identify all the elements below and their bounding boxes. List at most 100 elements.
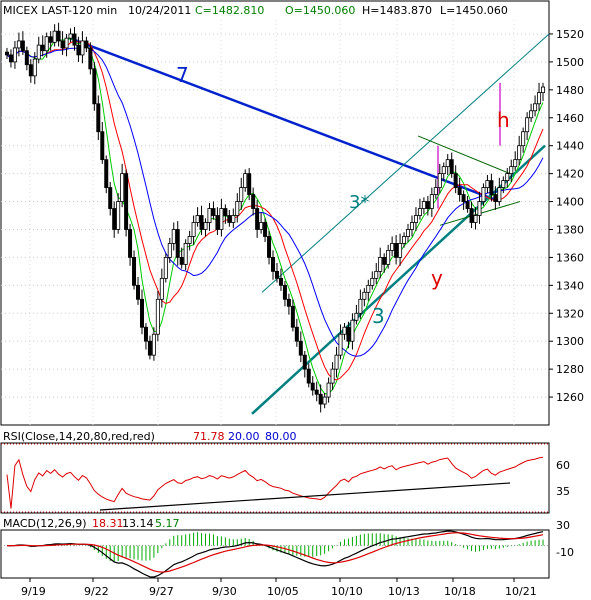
macd-panel: 30 -10 bbox=[0, 519, 574, 579]
candle-body bbox=[8, 54, 13, 63]
candle-body bbox=[417, 208, 422, 216]
candle-body bbox=[187, 236, 192, 244]
macd-label: MACD(12,26,9) bbox=[3, 517, 87, 530]
candle-body bbox=[350, 319, 355, 342]
rsi-tick-35: 35 bbox=[556, 485, 570, 498]
candle-body bbox=[44, 36, 49, 52]
candle-body bbox=[215, 215, 220, 230]
candle-body bbox=[24, 50, 29, 66]
x-tick-label: 10/18 bbox=[444, 585, 476, 598]
x-tick-label: 10/21 bbox=[505, 585, 537, 598]
candle-body bbox=[219, 208, 224, 230]
ma-blue-line bbox=[6, 46, 544, 357]
candle-body bbox=[68, 33, 73, 39]
trendline-7 bbox=[69, 36, 501, 203]
price-tick-label: 1360 bbox=[556, 251, 584, 264]
candle-body bbox=[469, 208, 474, 223]
candle-body bbox=[171, 229, 176, 244]
candle-body bbox=[310, 382, 315, 391]
wedge-upper-line bbox=[417, 135, 511, 175]
candle-body bbox=[143, 326, 148, 342]
candle-body bbox=[139, 298, 144, 328]
rsi-panel: 60 35 bbox=[0, 442, 570, 514]
candle-body bbox=[366, 284, 371, 293]
candle-body bbox=[394, 243, 399, 258]
price-tick-label: 1300 bbox=[556, 335, 584, 348]
candle-body bbox=[88, 47, 93, 70]
candle-body bbox=[529, 110, 534, 119]
candle-body bbox=[179, 257, 184, 265]
candle-body bbox=[433, 187, 438, 195]
candle-body bbox=[267, 236, 272, 258]
candle-body bbox=[163, 257, 168, 279]
candle-body bbox=[247, 173, 252, 195]
candle-body bbox=[525, 117, 530, 133]
candle-body bbox=[457, 187, 462, 195]
candle-body bbox=[20, 40, 25, 52]
x-tick-label: 9/27 bbox=[149, 585, 174, 598]
candle-body bbox=[517, 145, 522, 161]
candle-body bbox=[318, 393, 323, 405]
candle-body bbox=[533, 103, 538, 112]
candle-body bbox=[489, 180, 494, 195]
candle-body bbox=[207, 208, 212, 223]
macd-tick-30: 30 bbox=[556, 519, 570, 532]
candle-body bbox=[136, 284, 141, 300]
candle-body bbox=[354, 312, 359, 321]
candle-body bbox=[453, 173, 458, 188]
candle-body bbox=[116, 201, 121, 230]
x-tick-label: 9/22 bbox=[84, 585, 109, 598]
low-label: L=1450.060 bbox=[440, 4, 508, 17]
macd-value: 18.31 bbox=[92, 517, 124, 530]
candle-body bbox=[211, 208, 216, 216]
candle-body bbox=[346, 326, 351, 342]
candle-body bbox=[80, 40, 85, 56]
candle-body bbox=[298, 340, 303, 356]
macd-hist-value: 5.17 bbox=[155, 517, 180, 530]
candle-body bbox=[306, 368, 311, 384]
candle-body bbox=[485, 180, 490, 188]
candle-body bbox=[437, 173, 442, 188]
candle-body bbox=[513, 159, 518, 168]
x-tick-label: 9/19 bbox=[21, 585, 46, 598]
header-text: MICEX LAST-120 min 10/24/2011 C=1482.810… bbox=[3, 4, 508, 17]
candle-body bbox=[481, 187, 486, 202]
x-axis: 9/19 9/22 9/27 9/30 10/05 10/10 10/13 10/18 10/2… bbox=[21, 578, 537, 598]
candle-body bbox=[100, 131, 105, 161]
price-tick-label: 1280 bbox=[556, 363, 584, 376]
candle-body bbox=[406, 229, 411, 237]
candle-body bbox=[255, 208, 260, 230]
candle-body bbox=[84, 40, 89, 49]
price-tick-label: 1340 bbox=[556, 279, 584, 292]
price-tick-label: 1500 bbox=[556, 56, 584, 69]
macd-signal-value: 13.14 bbox=[122, 517, 154, 530]
candle-body bbox=[263, 222, 268, 237]
candle-body bbox=[326, 382, 331, 398]
candle-body bbox=[4, 51, 9, 56]
candle-body bbox=[183, 243, 188, 265]
rsi-line bbox=[6, 456, 544, 509]
candle-body bbox=[541, 86, 546, 94]
rsi-label: RSI(Close,14,20,80,red,red) bbox=[3, 430, 155, 443]
candle-body bbox=[235, 201, 240, 216]
candle-body bbox=[278, 277, 283, 286]
rsi-trendline bbox=[99, 482, 511, 511]
x-tick-label: 10/13 bbox=[388, 585, 420, 598]
candle-body bbox=[108, 187, 113, 209]
candle-body bbox=[175, 229, 180, 258]
candle-body bbox=[60, 40, 65, 49]
candle-body bbox=[358, 298, 363, 314]
candle-body bbox=[48, 36, 53, 43]
candle-body bbox=[421, 201, 426, 209]
candle-body bbox=[199, 215, 204, 230]
candle-body bbox=[223, 208, 228, 216]
close-label: C=1482.810 bbox=[195, 4, 264, 17]
price-tick-label: 1460 bbox=[556, 112, 584, 125]
candle-body bbox=[378, 257, 383, 272]
candle-body bbox=[330, 368, 335, 384]
candle-body bbox=[465, 201, 470, 209]
candle-body bbox=[271, 257, 276, 272]
annotation-7: 7 bbox=[176, 63, 189, 87]
annotation-y: y bbox=[431, 266, 443, 290]
